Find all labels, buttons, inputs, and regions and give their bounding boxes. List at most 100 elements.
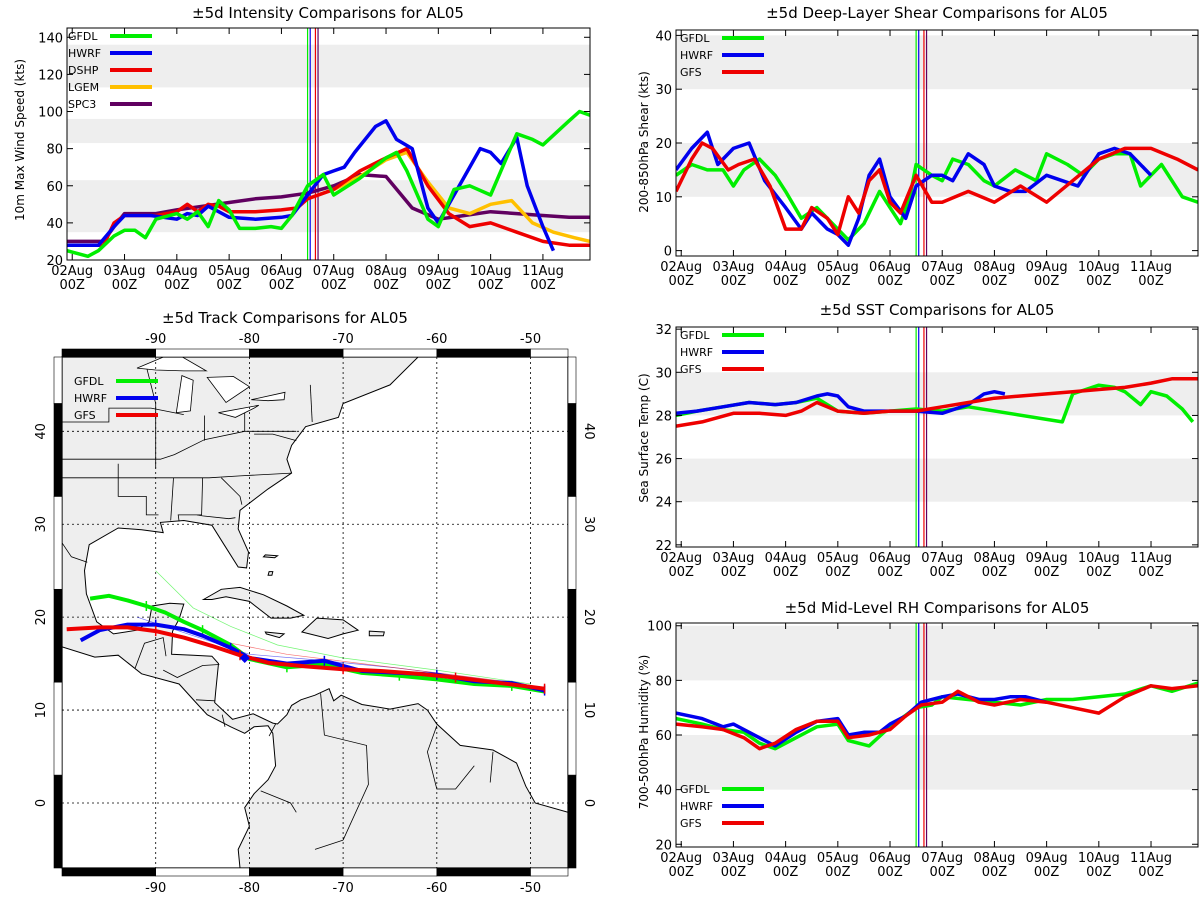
track-lat-label-left: 10 [34,702,49,719]
intensity-legend-label: GFDL [68,30,98,43]
sst-xtick-hour: 00Z [1086,565,1112,580]
shear-xtick-hour: 00Z [721,274,747,289]
rh-xtick-hour: 00Z [721,865,747,880]
track-lat-label-left: 30 [34,516,49,533]
sst-xtick-hour: 00Z [1138,565,1164,580]
shear-ytick-label: 30 [655,83,672,98]
intensity-xtick-hour: 00Z [478,278,504,293]
great-lake [206,376,251,404]
land-mass [264,631,286,639]
rh-xtick-hour: 00Z [668,865,694,880]
map-border-band-bottom [342,867,438,877]
map-border [163,664,220,678]
intensity-ytick-label: 120 [38,68,63,83]
intensity-xtick-hour: 00Z [112,278,138,293]
rh-xtick-hour: 00Z [1086,865,1112,880]
intensity-series-gfdl [67,109,590,259]
shear-band [676,35,1198,90]
sst-panel: ±5d SST Comparisons for AL05 Sea Surface… [600,295,1200,595]
intensity-panel: ±5d Intensity Comparisons for AL05 10m M… [0,0,600,295]
intensity-frame [66,27,591,261]
rh-xtick-hour: 00Z [825,865,851,880]
shear-xtick-hour: 00Z [929,274,955,289]
map-border-band-left [53,774,63,869]
rh-band [676,625,1198,681]
land-mass [300,617,360,640]
shear-ytick-label: 20 [655,137,672,152]
sst-xtick-hour: 00Z [721,565,747,580]
sst-xtick-date: 04Aug [765,551,807,566]
rh-xtick-date: 10Aug [1078,851,1120,866]
track-lon-label-bottom: -50 [520,881,541,896]
shear-xtick-date: 03Aug [712,260,754,275]
map-border-band-left [53,403,63,497]
shear-xtick-date: 05Aug [817,260,859,275]
shear-band [676,143,1198,197]
map-border-band-left [53,681,63,776]
rh-legend-label: GFS [680,817,702,830]
map-border-band-right [567,774,577,869]
sst-xtick-hour: 00Z [1034,565,1060,580]
shear-panel: ±5d Deep-Layer Shear Comparisons for AL0… [600,0,1200,295]
rh-xtick-date: 02Aug [660,851,702,866]
map-border [221,714,226,727]
sst-xtick-date: 11Aug [1130,551,1172,566]
shear-title: ±5d Deep-Layer Shear Comparisons for AL0… [766,4,1108,22]
great-lake [218,404,260,418]
shear-xtick-hour: 00Z [877,274,903,289]
map-border [195,699,215,702]
sst-legend-label: GFDL [680,329,710,342]
map-border-band-right [567,681,577,776]
rh-xtick-date: 03Aug [712,851,754,866]
intensity-ytick-label: 20 [46,254,63,269]
intensity-xtick-date: 09Aug [417,264,459,279]
map-border [62,472,292,479]
map-border-band-right [567,356,577,404]
rh-legend-label: HWRF [680,800,713,813]
rh-xtick-hour: 00Z [773,865,799,880]
map-border [254,433,297,441]
intensity-legend-label: HWRF [68,47,101,60]
intensity-xtick-hour: 00Z [373,278,399,293]
map-border [117,463,159,516]
map-border [314,839,344,850]
sst-xtick-date: 03Aug [712,551,754,566]
sst-xtick-date: 02Aug [660,551,702,566]
shear-ytick-label: 40 [655,29,672,44]
sst-ytick-label: 22 [655,539,672,554]
rh-ytick-label: 40 [655,784,672,799]
rh-xtick-date: 11Aug [1130,851,1172,866]
track-lat-label-right: 10 [581,702,596,719]
sst-ytick-label: 26 [655,453,672,468]
shear-xtick-date: 11Aug [1130,260,1172,275]
intensity-xtick-date: 05Aug [208,264,250,279]
intensity-ytick-label: 140 [38,31,63,46]
land-mass [267,571,274,576]
sst-xtick-hour: 00Z [668,565,694,580]
shear-ylabel: 200-850hPa Shear (kts) [637,71,651,213]
intensity-legend-label: DSHP [68,64,99,77]
shear-legend-label: HWRF [680,49,713,62]
rh-xtick-date: 08Aug [973,851,1015,866]
intensity-series-spc3 [67,172,590,244]
track-lat-label-right: 40 [581,423,596,440]
rh-xtick-date: 07Aug [921,851,963,866]
track-title: ±5d Track Comparisons for AL05 [162,309,408,327]
shear-xtick-hour: 00Z [773,274,799,289]
shear-xtick-date: 09Aug [1026,260,1068,275]
track-lat-label-right: 30 [581,516,596,533]
shear-ytick-label: 10 [655,191,672,206]
map-border-band-left [53,588,63,683]
sst-xtick-date: 07Aug [921,551,963,566]
rh-series-hwrf [676,692,1048,748]
shear-xtick-date: 06Aug [869,260,911,275]
sst-xtick-hour: 00Z [773,565,799,580]
map-border [221,477,243,505]
shear-xtick-date: 07Aug [921,260,963,275]
map-border [62,542,88,563]
intensity-chart: ±5d Intensity Comparisons for AL05 10m M… [13,4,591,293]
map-border-band-left [53,356,63,404]
shear-xtick-hour: 00Z [982,274,1008,289]
shear-series-gfs [676,141,1198,237]
map-border-band-top [155,348,250,358]
